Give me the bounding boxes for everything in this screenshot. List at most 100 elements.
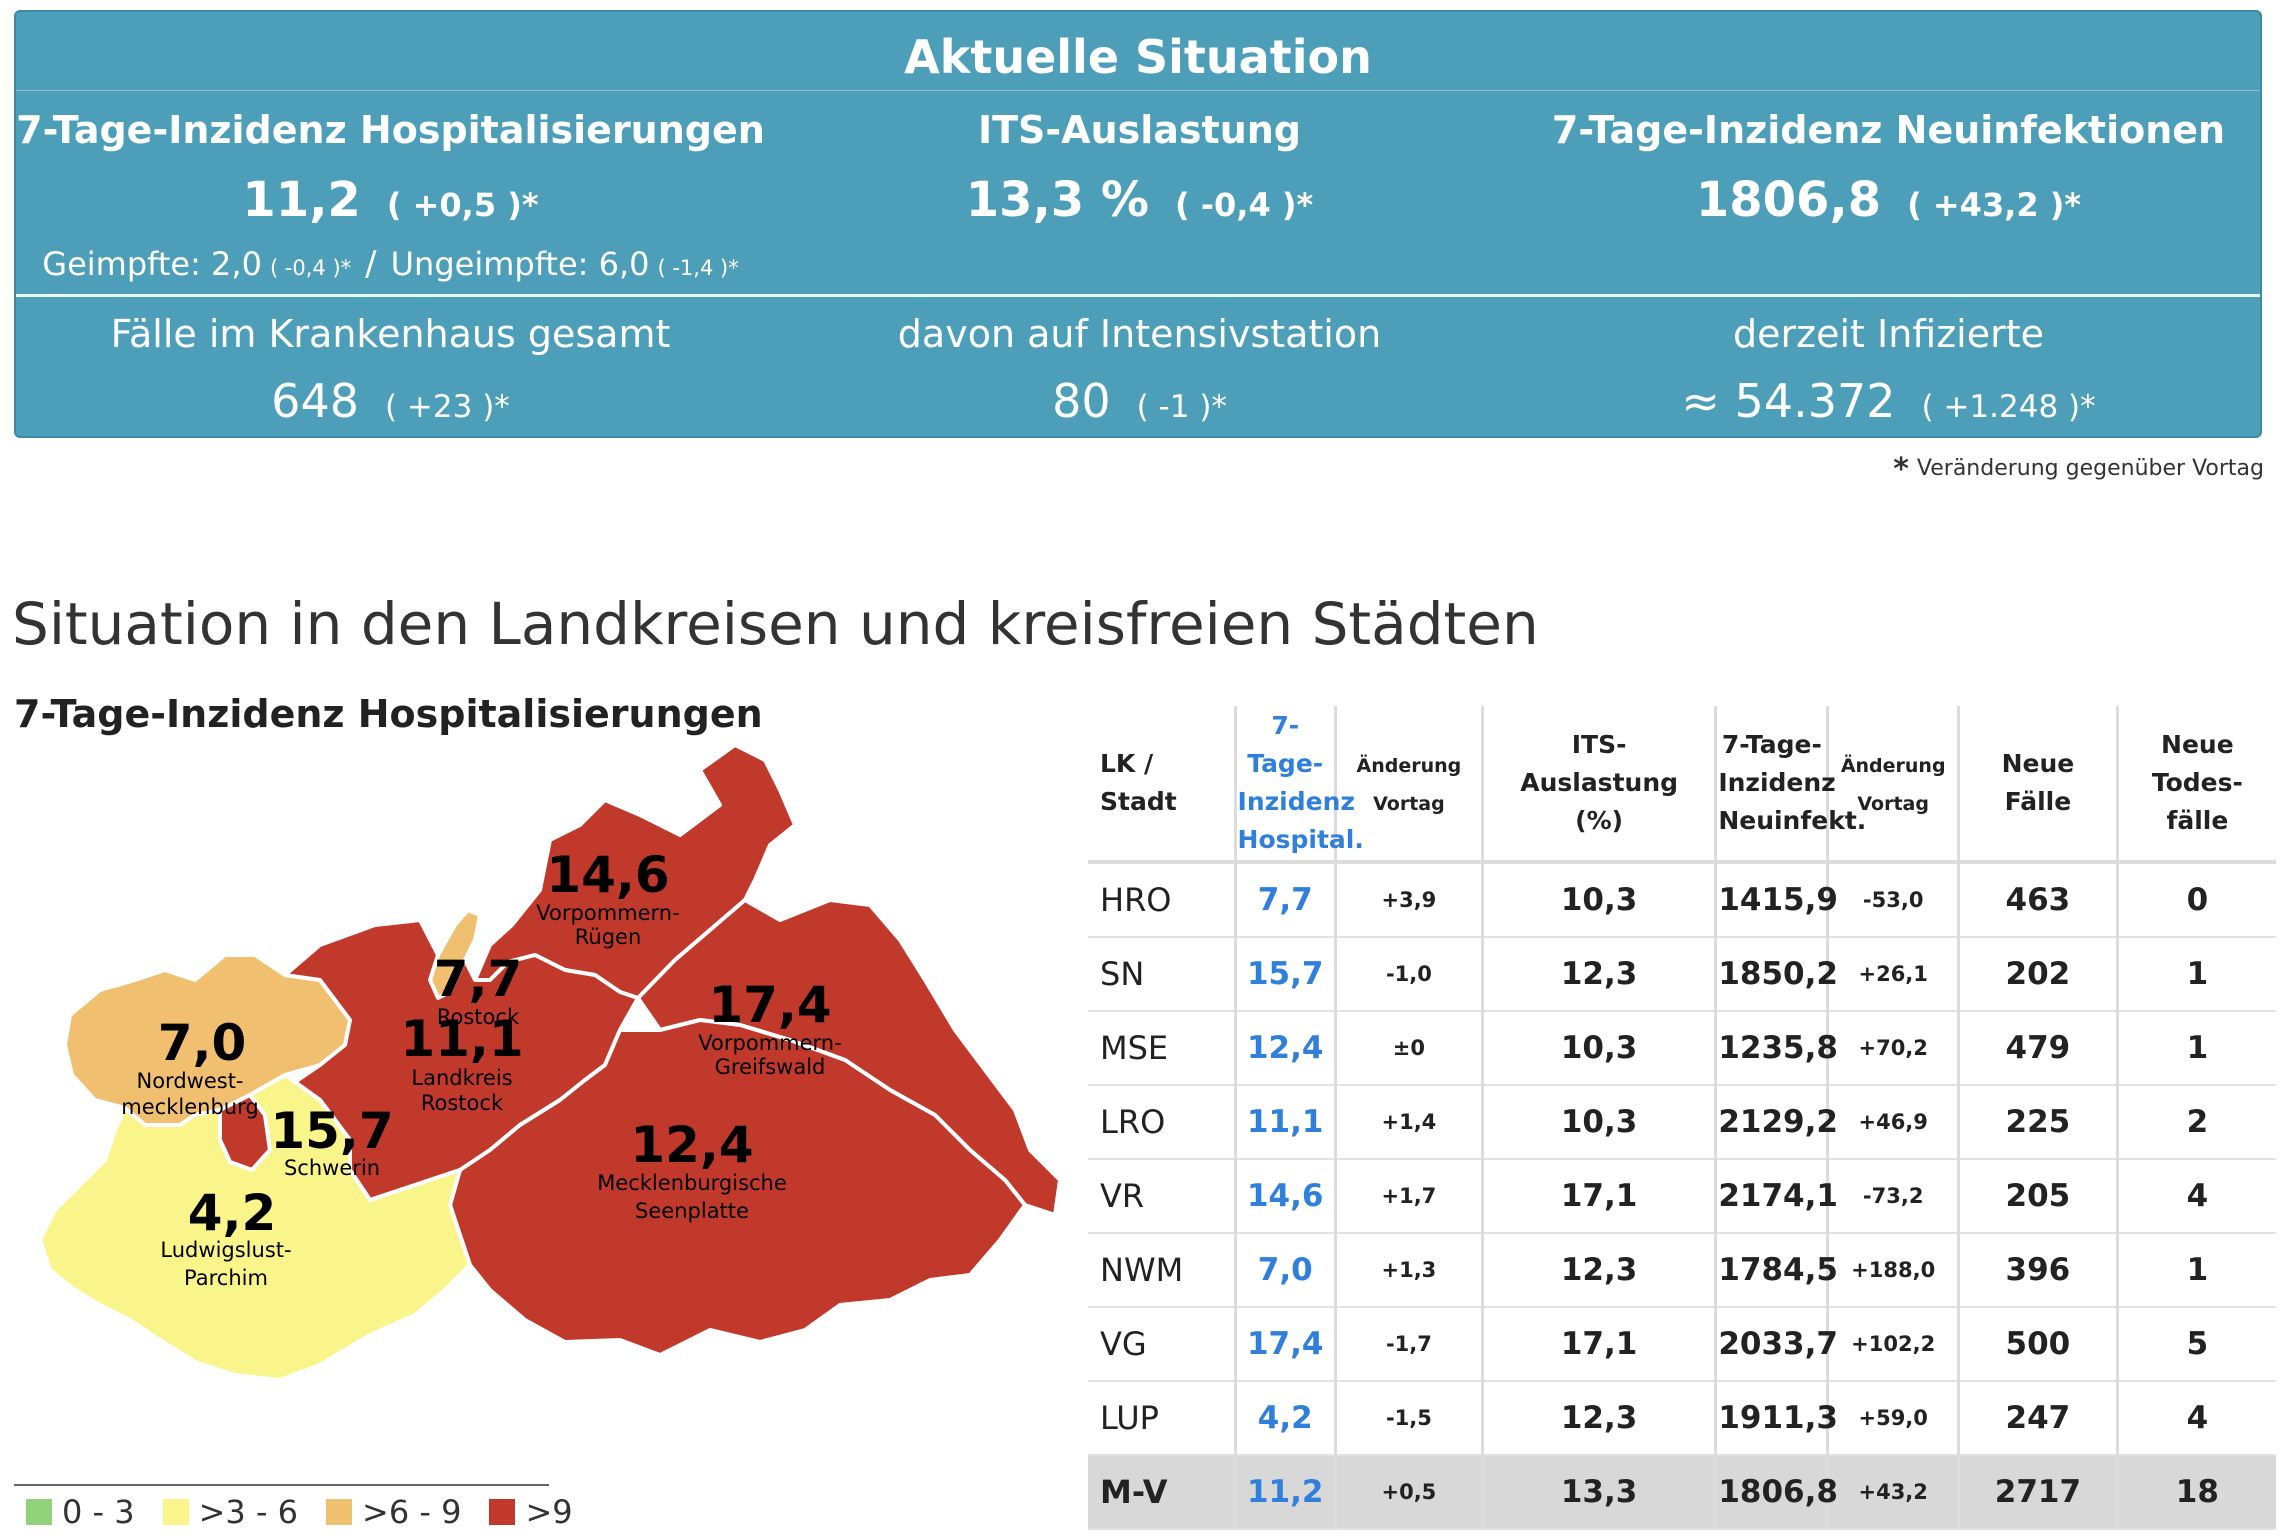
table-cell: +102,2 (1828, 1307, 1959, 1381)
table-cell: M-V (1088, 1455, 1235, 1529)
ungeimpfte-change: ( -1,4 )* (657, 256, 738, 280)
table-cell: 18 (2117, 1455, 2276, 1529)
table-cell: +0,5 (1335, 1455, 1482, 1529)
table-cell: 13,3 (1482, 1455, 1715, 1529)
table-cell: -73,2 (1828, 1159, 1959, 1233)
table-cell: 0 (2117, 862, 2276, 937)
table-cell: 225 (1959, 1085, 2118, 1159)
table-cell: 1235,8 (1716, 1011, 1828, 1085)
map-name-mse-2: Seenplatte (635, 1199, 749, 1223)
panel-divider (16, 294, 2260, 297)
table-cell: 12,3 (1482, 1233, 1715, 1307)
legend-divider (14, 1484, 549, 1486)
district-map-svg: 14,6 Vorpommern- Rügen 7,7 Rostock 17,4 … (20, 730, 1070, 1410)
table-cell: 1911,3 (1716, 1381, 1828, 1455)
map-name-lro-1: Landkreis (411, 1066, 512, 1090)
map-value-vg: 17,4 (708, 976, 831, 1034)
footnote-text: Veränderung gegenüber Vortag (1917, 456, 2264, 481)
table-cell: 205 (1959, 1159, 2118, 1233)
kh-change: ( +23 )* (385, 389, 510, 425)
table-cell: 500 (1959, 1307, 2118, 1381)
map-value-hro: 7,7 (434, 950, 523, 1008)
map-name-vr-2: Rügen (575, 925, 642, 949)
district-table: LK / Stadt 7-Tage- Inzidenz Hospital. Änder… (1088, 706, 2276, 1530)
table-cell: VR (1088, 1159, 1235, 1233)
table-cell: 4 (2117, 1381, 2276, 1455)
col-header-its[interactable]: ITS- Auslastung (%) (1482, 706, 1715, 862)
table-cell: -1,5 (1335, 1381, 1482, 1455)
map-value-sn: 15,7 (270, 1102, 393, 1160)
kpi-its: ITS-Auslastung 13,3 % ( -0,4 )* (765, 108, 1514, 228)
table-cell: 1 (2117, 1233, 2276, 1307)
vaccination-split: Geimpfte: 2,0 ( -0,4 )* / Ungeimpfte: 6,0 ( … (16, 244, 765, 284)
col-header-aenderung-neu[interactable]: Änderung Vortag (1828, 706, 1959, 862)
ungeimpfte-label: Ungeimpfte: 6,0 (391, 245, 650, 283)
table-cell: 2129,2 (1716, 1085, 1828, 1159)
map-name-sn: Schwerin (284, 1156, 380, 1180)
footnote: * Veränderung gegenüber Vortag (1893, 452, 2264, 487)
kpi-its-label: ITS-Auslastung (765, 108, 1514, 152)
legend-label: >3 - 6 (199, 1493, 298, 1531)
legend-item: >6 - 9 (326, 1493, 461, 1531)
legend-swatch (163, 1499, 189, 1525)
table-cell: +46,9 (1828, 1085, 1959, 1159)
table-cell: 2 (2117, 1085, 2276, 1159)
map-name-mse-1: Mecklenburgische (597, 1171, 787, 1195)
table-cell: +43,2 (1828, 1455, 1959, 1529)
col-header-hosp[interactable]: 7-Tage- Inzidenz Hospital. (1235, 706, 1335, 862)
table-cell: 12,4 (1235, 1011, 1335, 1085)
table-cell: 7,7 (1235, 862, 1335, 937)
table-cell: 7,0 (1235, 1233, 1335, 1307)
col-header-lk[interactable]: LK / Stadt (1088, 706, 1235, 862)
table-cell: 12,3 (1482, 1381, 1715, 1455)
kpi-neu-change: ( +43,2 )* (1907, 186, 2081, 224)
kh-value: 648 (271, 374, 359, 428)
table-cell: 17,1 (1482, 1159, 1715, 1233)
table-cell: 5 (2117, 1307, 2276, 1381)
col-header-neue-faelle[interactable]: Neue Fälle (1959, 706, 2118, 862)
table-cell: +3,9 (1335, 862, 1482, 937)
table-cell: +1,4 (1335, 1085, 1482, 1159)
table-cell: 15,7 (1235, 937, 1335, 1011)
table-row: HRO 7,7 +3,9 10,3 1415,9 -53,0 463 0 (1088, 862, 2276, 937)
intensiv-change: ( -1 )* (1137, 389, 1227, 425)
table-cell: 396 (1959, 1233, 2118, 1307)
table-row: LUP 4,2 -1,5 12,3 1911,3 +59,0 247 4 (1088, 1381, 2276, 1455)
table-cell: 4,2 (1235, 1381, 1335, 1455)
table-cell: -53,0 (1828, 862, 1959, 937)
table-row: MSE 12,4 ±0 10,3 1235,8 +70,2 479 1 (1088, 1011, 2276, 1085)
map-value-lup: 4,2 (188, 1184, 277, 1242)
table-cell: 17,4 (1235, 1307, 1335, 1381)
footnote-star: * (1893, 452, 1909, 487)
legend-item: >9 (489, 1493, 572, 1531)
map-name-vg-1: Vorpommern- (698, 1031, 841, 1055)
table-cell: HRO (1088, 862, 1235, 937)
kpi-neu-label: 7-Tage-Inzidenz Neuinfektionen (1514, 108, 2263, 152)
table-cell: 14,6 (1235, 1159, 1335, 1233)
table-cell: 1806,8 (1716, 1455, 1828, 1529)
map-name-vg-2: Greifswald (715, 1055, 826, 1079)
map-legend: 0 - 3 >3 - 6 >6 - 9 >9 (26, 1492, 601, 1532)
split-slash: / (365, 244, 376, 284)
col-header-neuinfekt[interactable]: 7-Tage- Inzidenz Neuinfekt. (1716, 706, 1828, 862)
kpi-neu-value: 1806,8 (1696, 172, 1881, 228)
table-row: VR 14,6 +1,7 17,1 2174,1 -73,2 205 4 (1088, 1159, 2276, 1233)
kpi-hosp-value: 11,2 (242, 172, 360, 228)
table-row: VG 17,4 -1,7 17,1 2033,7 +102,2 500 5 (1088, 1307, 2276, 1381)
map-name-lup-1: Ludwigslust- (160, 1238, 291, 1262)
map-name-nwm-2: mecklenburg (121, 1095, 258, 1119)
table-cell: 11,2 (1235, 1455, 1335, 1529)
kpi-its-value: 13,3 % (966, 172, 1149, 228)
table-cell: +1,7 (1335, 1159, 1482, 1233)
table-cell: -1,7 (1335, 1307, 1482, 1381)
kpi-intensiv: davon auf Intensivstation 80 ( -1 )* (765, 312, 1514, 428)
col-header-todesfaelle[interactable]: Neue Todes-fälle (2117, 706, 2276, 862)
table-total-row: M-V 11,2 +0,5 13,3 1806,8 +43,2 2717 18 (1088, 1455, 2276, 1529)
kpi-hosp-label: 7-Tage-Inzidenz Hospitalisierungen (16, 108, 765, 152)
infizierte-label: derzeit Infizierte (1514, 312, 2263, 356)
table-cell: 479 (1959, 1011, 2118, 1085)
infizierte-change: ( +1.248 )* (1922, 389, 2096, 425)
infizierte-value: ≈ 54.372 (1681, 374, 1895, 428)
table-row: SN 15,7 -1,0 12,3 1850,2 +26,1 202 1 (1088, 937, 2276, 1011)
table-cell: 11,1 (1235, 1085, 1335, 1159)
